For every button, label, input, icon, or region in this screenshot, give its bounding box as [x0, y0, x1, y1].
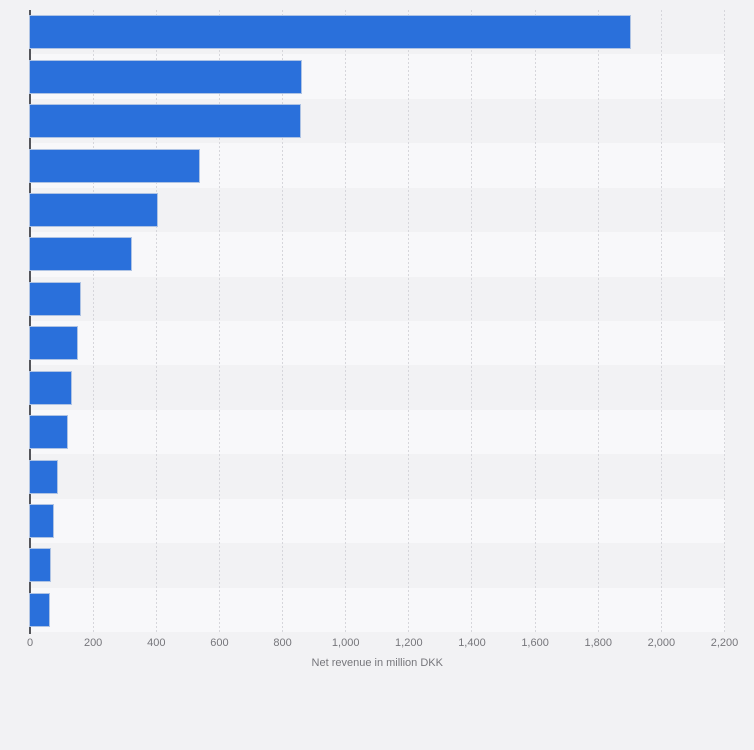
x-tick-label: 200	[83, 637, 103, 649]
bar[interactable]	[30, 282, 81, 315]
bar[interactable]	[30, 238, 132, 271]
bar[interactable]	[30, 193, 158, 226]
y-axis-line	[29, 10, 31, 634]
row-band	[30, 232, 725, 277]
row-band	[30, 498, 725, 544]
bar[interactable]	[30, 105, 301, 138]
x-tick-label: 2,200	[710, 637, 739, 649]
gridline	[724, 10, 725, 632]
x-tick-label: 1,400	[458, 637, 486, 649]
bar[interactable]	[30, 549, 50, 582]
gridline	[597, 10, 599, 632]
x-tick-label: 1,800	[584, 637, 612, 649]
gridline	[92, 10, 94, 632]
row-band	[30, 409, 725, 455]
bar[interactable]	[30, 504, 54, 537]
x-tick-label: 600	[210, 637, 229, 649]
x-tick-label: 1,200	[395, 637, 423, 649]
bar[interactable]	[30, 371, 72, 404]
plot-area	[29, 10, 725, 634]
x-tick-label: 400	[147, 637, 166, 649]
row-band	[30, 321, 725, 366]
x-axis-ticks: 0 200 400 600 800 1,000 1,200 1,400 1,600 1,800 2,…	[26, 637, 738, 651]
gridline	[218, 10, 220, 632]
gridline	[282, 10, 284, 632]
x-tick-label: 1,000	[331, 637, 360, 649]
x-axis-title: Net revenue in million DKK	[311, 657, 443, 669]
bar[interactable]	[30, 460, 57, 493]
bar[interactable]	[30, 16, 630, 49]
x-tick-label: 800	[273, 637, 292, 649]
bar[interactable]	[30, 593, 49, 626]
bar[interactable]	[30, 416, 68, 449]
x-tick-label: 2,000	[647, 637, 676, 649]
bar[interactable]	[30, 149, 199, 182]
gridline	[534, 10, 536, 632]
gridline	[155, 10, 157, 632]
gridline	[471, 10, 473, 632]
bar[interactable]	[30, 60, 302, 93]
bar[interactable]	[30, 327, 78, 360]
gridline	[345, 10, 347, 632]
x-tick-label: 0	[26, 637, 34, 649]
row-band	[30, 587, 725, 632]
gridline	[408, 10, 410, 632]
x-tick-label: 1,600	[521, 637, 549, 649]
gridline	[660, 10, 662, 632]
